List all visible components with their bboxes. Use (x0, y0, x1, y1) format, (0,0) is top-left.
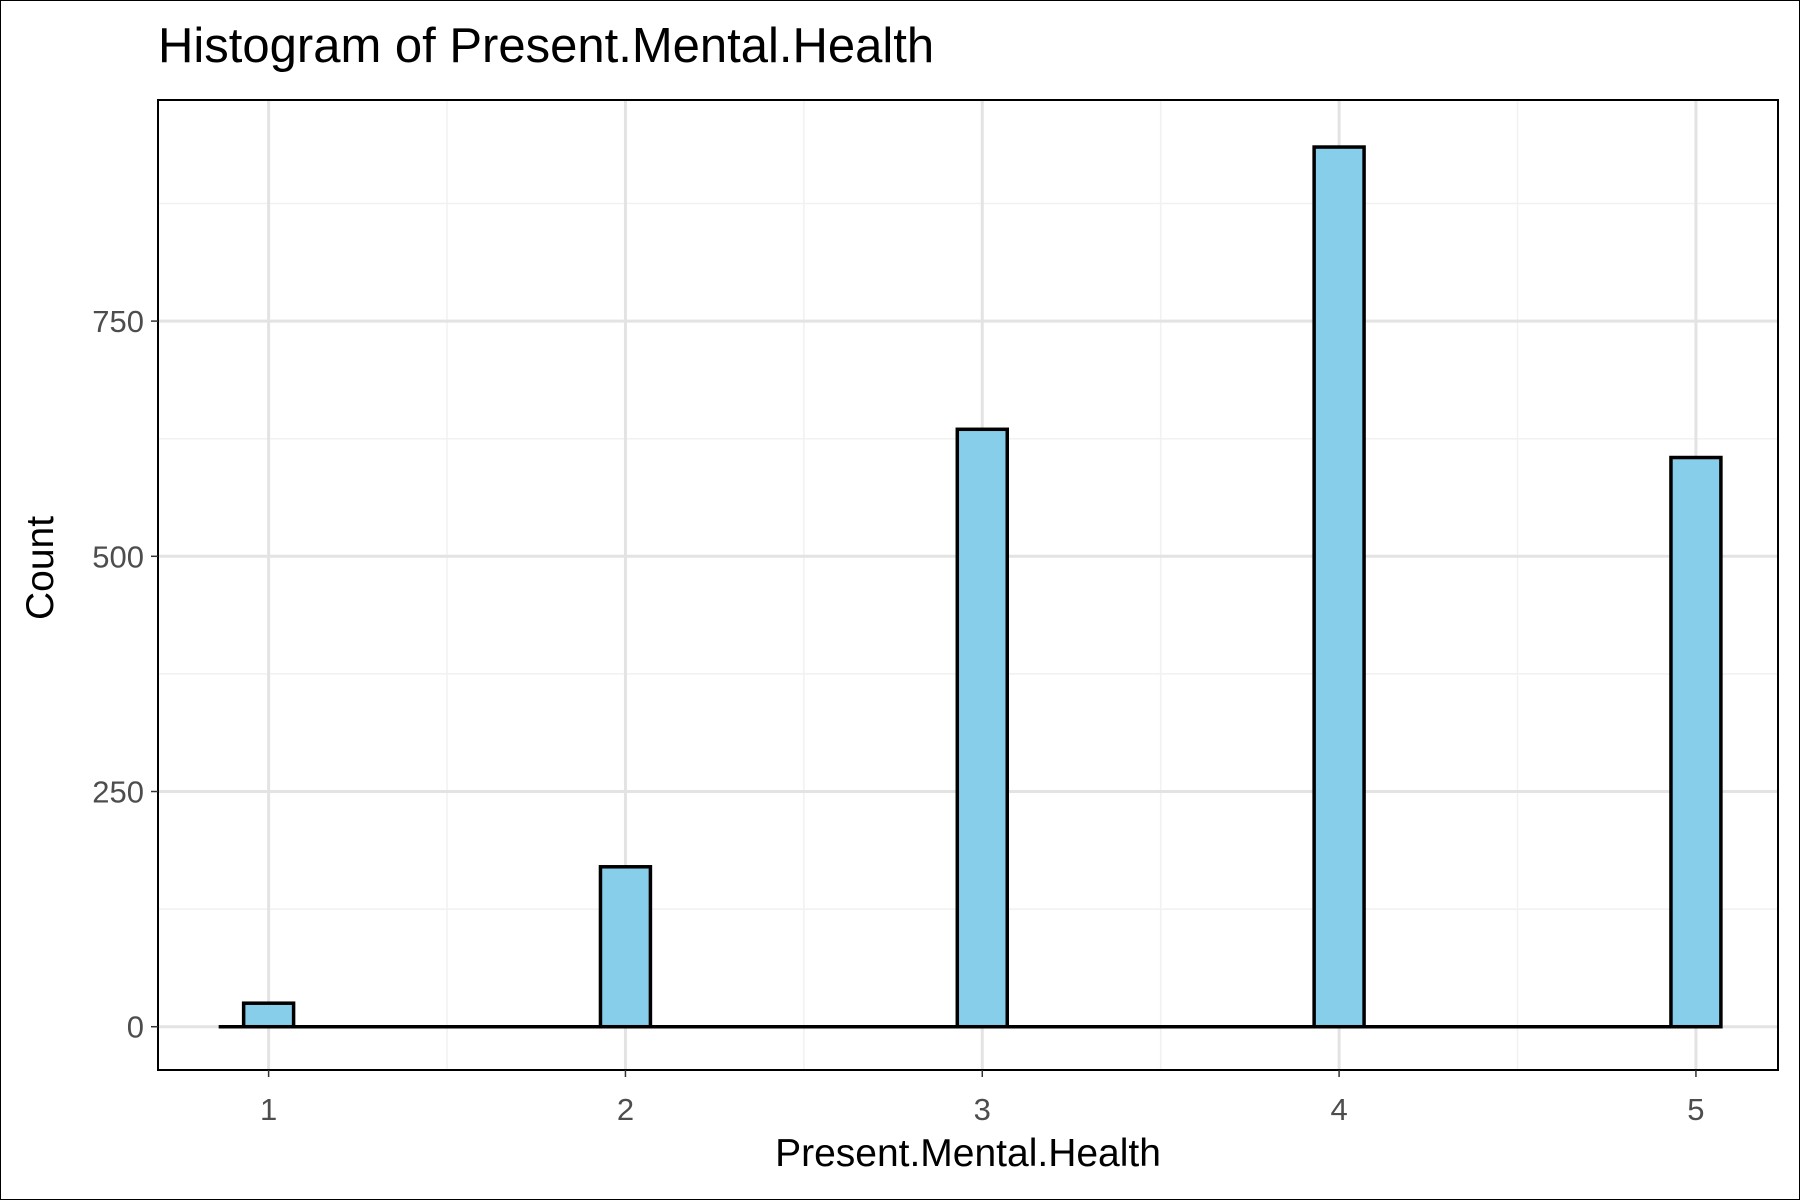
x-tick-label: 2 (617, 1092, 634, 1127)
bars (218, 145, 1723, 1029)
y-tick-label: 500 (92, 539, 144, 574)
histogram-bar-4 (1312, 145, 1366, 1029)
chart-title: Histogram of Present.Mental.Health (158, 19, 934, 73)
y-tick-label: 250 (92, 775, 144, 810)
x-tick-label: 1 (260, 1092, 277, 1127)
y-tick-label: 0 (127, 1010, 144, 1045)
y-axis-title: Count (19, 516, 62, 620)
histogram-bar-1 (241, 1001, 296, 1029)
x-tick-label: 5 (1687, 1092, 1704, 1127)
histogram-bar-5 (1669, 455, 1723, 1029)
x-tick-label: 3 (974, 1092, 991, 1127)
x-tick-label: 4 (1330, 1092, 1347, 1127)
plot-panel-border (157, 99, 1779, 1071)
x-axis-title: Present.Mental.Health (775, 1132, 1161, 1175)
histogram-bar-3 (955, 427, 1010, 1029)
axis-ticks: 0 250 500 750 1 2 3 4 5 (92, 304, 1704, 1127)
y-tick-label: 750 (92, 304, 144, 339)
histogram-bar-2 (598, 865, 653, 1029)
